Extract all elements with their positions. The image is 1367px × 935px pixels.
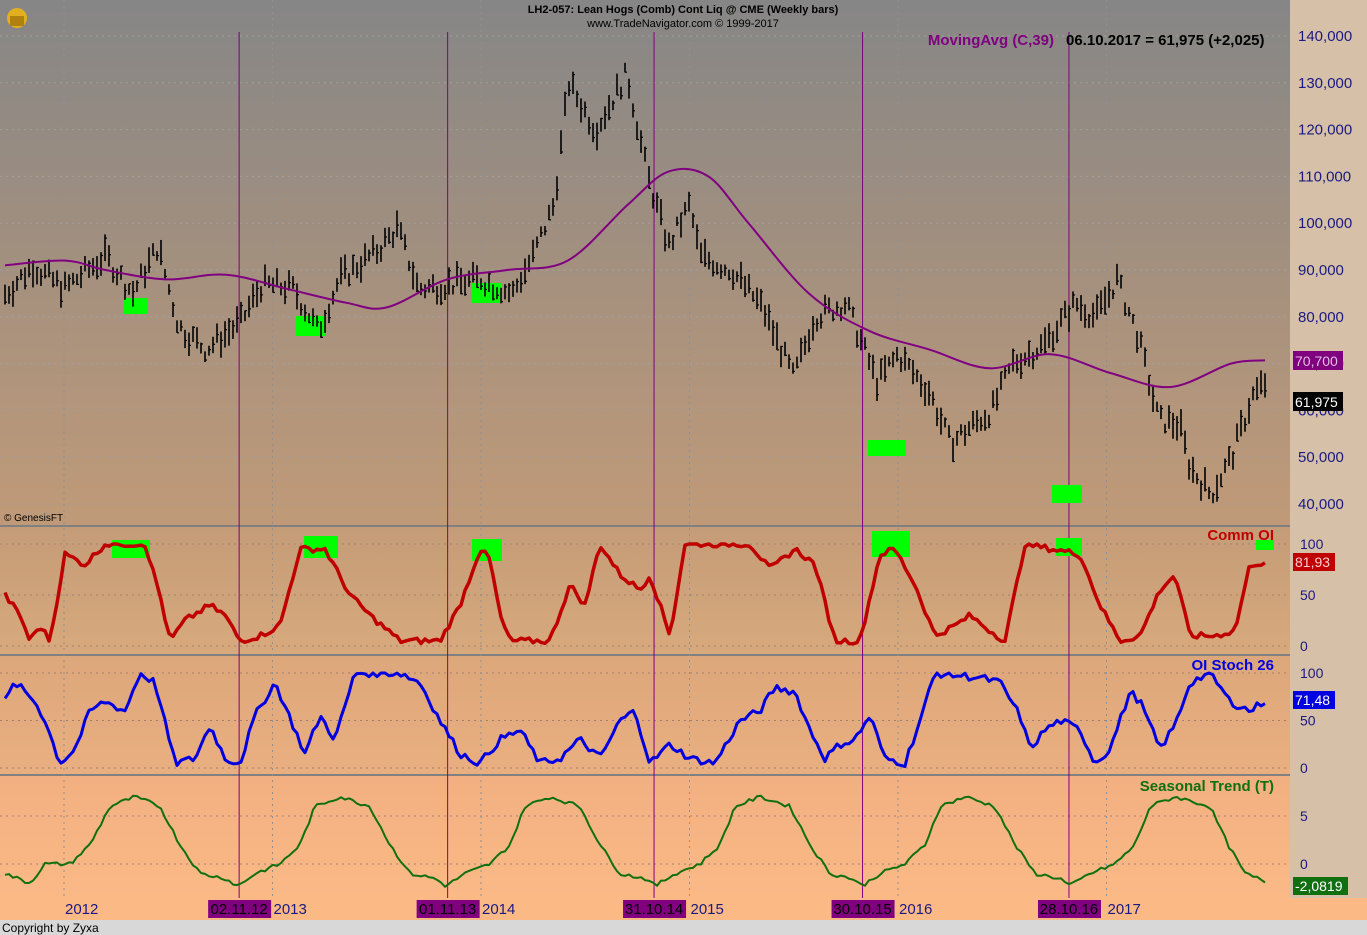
- axis-column-bg: [1290, 0, 1367, 900]
- comm-oi-legend: Comm OI: [1207, 527, 1274, 544]
- oi-stoch-line: [3, 671, 1266, 768]
- price-tick-label: 80,000: [1298, 309, 1344, 326]
- cycle-date-label: 30.10.15: [833, 901, 891, 918]
- moving-average-line: [4, 167, 1266, 389]
- comm-oi-last-badge: 81,93: [1295, 554, 1330, 570]
- genesis-credit: © GenesisFT: [4, 513, 63, 524]
- chart-title: LH2-057: Lean Hogs (Comb) Cont Liq @ CME…: [528, 4, 839, 16]
- seasonal-trend-line: [4, 794, 1266, 888]
- signal-marker: [296, 316, 326, 336]
- comm-oi-panel-bg: [0, 527, 1290, 654]
- indicator-tick-label: 0: [1300, 638, 1308, 654]
- year-label: 2016: [899, 901, 932, 918]
- indicator-tick-label: 100: [1300, 665, 1324, 681]
- cycle-date-label: 28.10.16: [1040, 901, 1098, 918]
- indicator-tick-label: 5: [1300, 808, 1308, 824]
- price-tick-label: 130,000: [1298, 75, 1352, 92]
- indicator-tick-label: 0: [1300, 856, 1308, 872]
- signal-marker: [1056, 538, 1082, 556]
- cycle-date-label: 31.10.14: [625, 901, 683, 918]
- price-tick-label: 110,000: [1298, 168, 1351, 185]
- close-last-badge: 61,975: [1295, 394, 1338, 410]
- year-label: 2014: [482, 901, 515, 918]
- price-panel-bg: [0, 0, 1290, 525]
- signal-marker: [872, 531, 910, 557]
- signal-marker: [1052, 485, 1082, 503]
- oi-stoch-legend: OI Stoch 26: [1191, 657, 1274, 674]
- signal-marker: [124, 298, 148, 314]
- year-label: 2017: [1108, 901, 1141, 918]
- signal-marker: [868, 440, 906, 456]
- ma-last-badge: 70,700: [1295, 353, 1338, 369]
- price-tick-label: 140,000: [1298, 28, 1352, 45]
- copyright: Copyright by Zyxa: [2, 921, 99, 935]
- year-label: 2013: [274, 901, 307, 918]
- indicator-tick-label: 100: [1300, 536, 1324, 552]
- cycle-date-label: 01.11.13: [419, 901, 476, 918]
- price-tick-label: 100,000: [1298, 215, 1352, 232]
- indicator-tick-label: 0: [1300, 760, 1308, 776]
- price-tick-label: 120,000: [1298, 122, 1352, 139]
- ma-legend: MovingAvg (C,39): [928, 32, 1054, 49]
- signal-marker: [472, 283, 502, 303]
- price-bars: [4, 62, 1267, 504]
- year-label: 2015: [691, 901, 724, 918]
- year-label: 2012: [65, 901, 98, 918]
- seasonal-legend: Seasonal Trend (T): [1140, 778, 1274, 795]
- comm-oi-line: [3, 542, 1266, 646]
- cycle-date-label: 02.11.12: [210, 901, 267, 918]
- oi-stoch-panel-bg: [0, 656, 1290, 774]
- signal-marker: [1256, 540, 1274, 550]
- last-quote: 06.10.2017 = 61,975 (+2,025): [1066, 32, 1265, 49]
- seasonal-last-badge: -2,0819: [1295, 878, 1343, 894]
- chart-subtitle: www.TradeNavigator.com © 1999-2017: [586, 18, 779, 30]
- price-tick-label: 40,000: [1298, 496, 1344, 513]
- logo-icon: [7, 8, 27, 28]
- indicator-tick-label: 50: [1300, 587, 1316, 603]
- oi-stoch-last-badge: 71,48: [1295, 692, 1330, 708]
- footer-bg: [0, 920, 1367, 935]
- price-tick-label: 50,000: [1298, 449, 1344, 466]
- price-tick-label: 90,000: [1298, 262, 1344, 279]
- indicator-tick-label: 50: [1300, 713, 1316, 729]
